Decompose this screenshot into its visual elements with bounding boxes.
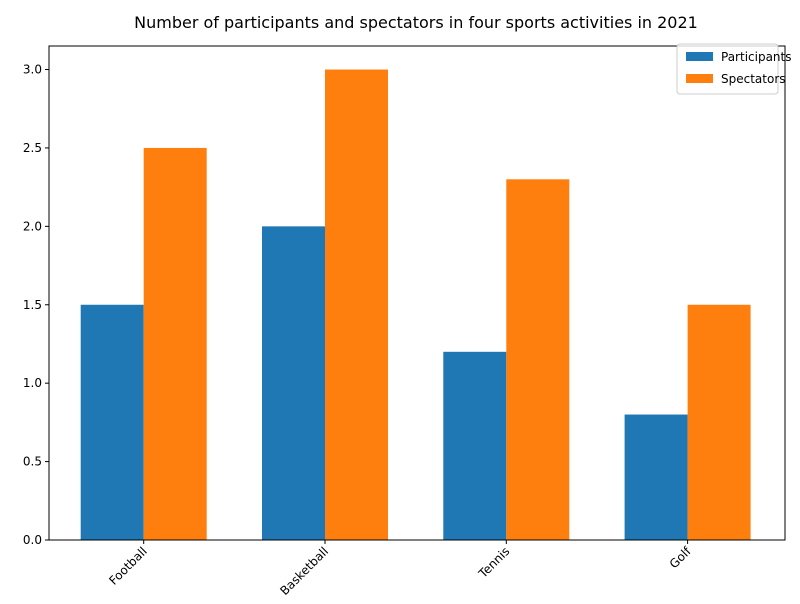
bar-spectators-football (143, 147, 207, 540)
bar-participants-football (80, 304, 144, 540)
y-tick-label: 1.0 (23, 376, 42, 390)
y-tick-label: 0.0 (23, 533, 42, 547)
y-tick-label: 2.0 (23, 219, 42, 233)
bar-spectators-golf (687, 304, 751, 540)
bar-participants-golf (624, 414, 688, 540)
legend-label-spectators: Spectators (721, 72, 786, 86)
y-tick-label: 1.5 (23, 298, 42, 312)
chart-title: Number of participants and spectators in… (134, 13, 698, 32)
bar-spectators-tennis (506, 179, 570, 541)
plot-frame (48, 45, 786, 541)
y-tick-label: 0.5 (23, 455, 42, 469)
legend-swatch-spectators (686, 74, 713, 83)
y-tick-label: 3.0 (23, 63, 42, 77)
bar-participants-basketball (262, 226, 325, 540)
y-tick-label: 2.5 (23, 141, 42, 155)
legend-label-participants: Participants (721, 50, 792, 64)
bar-spectators-basketball (325, 69, 388, 541)
legend-swatch-participants (686, 52, 713, 61)
legend: Participants Spectators (676, 43, 792, 95)
bars-layer (80, 69, 751, 541)
bar-participants-tennis (443, 351, 507, 540)
